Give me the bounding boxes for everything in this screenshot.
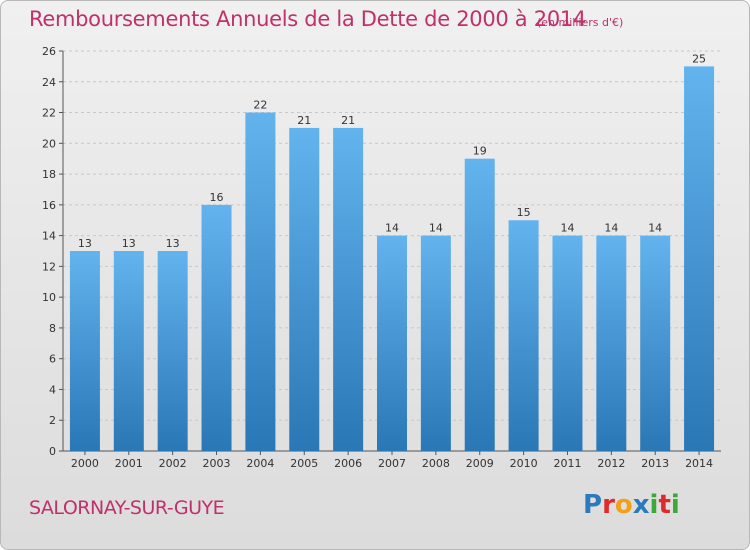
- bar-2007: [377, 235, 407, 451]
- x-tick-label-2003: 2003: [203, 457, 231, 470]
- y-tick-label: 22: [42, 107, 56, 120]
- y-tick-label: 2: [49, 414, 56, 427]
- bar-2009: [464, 158, 495, 451]
- data-label-2006: 21: [341, 114, 355, 127]
- x-tick-label-2000: 2000: [71, 457, 99, 470]
- y-tick-label: 16: [42, 199, 56, 212]
- data-label-2007: 14: [385, 222, 399, 235]
- x-tick-label-2013: 2013: [641, 457, 669, 470]
- y-tick-label: 10: [42, 291, 56, 304]
- logo-letter: o: [614, 490, 633, 520]
- bar-2006: [333, 127, 364, 451]
- x-tick-label-2014: 2014: [685, 457, 713, 470]
- x-tick-label-2007: 2007: [378, 457, 406, 470]
- bar-2003: [201, 204, 232, 451]
- data-label-2002: 13: [166, 237, 180, 250]
- x-tick-label-2004: 2004: [246, 457, 274, 470]
- y-tick-label: 0: [49, 445, 56, 458]
- bar-2004: [245, 112, 276, 452]
- y-tick-label: 6: [49, 353, 56, 366]
- data-labels: 13 13 13 16 22 21 21 14 14 19 15 14 14 14 25: [78, 52, 706, 250]
- x-tick-label-2011: 2011: [553, 457, 581, 470]
- y-tick-label: 14: [42, 230, 56, 243]
- data-label-2012: 14: [604, 222, 618, 235]
- logo-letter: x: [632, 490, 650, 520]
- bar-2013: [640, 235, 671, 451]
- data-label-2013: 14: [648, 222, 662, 235]
- data-label-2011: 14: [560, 222, 574, 235]
- x-tick-label-2008: 2008: [422, 457, 450, 470]
- data-label-2014: 25: [692, 52, 706, 65]
- chart-title: Remboursements Annuels de la Dette de 20…: [29, 7, 586, 31]
- y-tick-label: 18: [42, 168, 56, 181]
- bar-2005: [289, 127, 320, 451]
- y-tick-label: 24: [42, 76, 56, 89]
- data-label-2005: 21: [297, 114, 311, 127]
- y-tick-label: 20: [42, 137, 56, 150]
- city-name: SALORNAY-SUR-GUYE: [29, 497, 225, 519]
- logo-letter: t: [658, 490, 671, 520]
- bar-2010: [508, 220, 539, 451]
- x-tick-label-2005: 2005: [290, 457, 318, 470]
- logo-letter: i: [649, 490, 659, 520]
- bar-2000: [69, 251, 100, 451]
- bar-2008: [420, 235, 451, 451]
- x-tick-label-2012: 2012: [597, 457, 625, 470]
- data-label-2003: 16: [210, 191, 224, 204]
- x-tick-label-2010: 2010: [510, 457, 538, 470]
- x-tick-label-2006: 2006: [334, 457, 362, 470]
- y-tick-label: 26: [42, 45, 56, 58]
- y-tick-label: 8: [49, 322, 56, 335]
- bar-2002: [157, 251, 188, 451]
- bar-2001: [113, 251, 144, 451]
- bar-2011: [552, 235, 583, 451]
- data-label-2010: 15: [517, 206, 531, 219]
- logo-letter: r: [602, 490, 615, 520]
- proxiti-logo: Proxiti: [583, 490, 680, 520]
- chart-unit-label: (en milliers d'€): [537, 16, 624, 29]
- bar-2012: [596, 235, 627, 451]
- y-tick-label: 12: [42, 260, 56, 273]
- logo-letter: P: [583, 490, 603, 520]
- x-tick-label-2002: 2002: [159, 457, 187, 470]
- bars: [69, 66, 715, 452]
- bar-2014: [684, 66, 715, 451]
- data-label-2009: 19: [473, 145, 487, 158]
- data-label-2000: 13: [78, 237, 92, 250]
- data-label-2001: 13: [122, 237, 136, 250]
- y-tick-label: 4: [49, 383, 56, 396]
- x-tick-label-2001: 2001: [115, 457, 143, 470]
- x-tick-label-2009: 2009: [466, 457, 494, 470]
- data-label-2008: 14: [429, 222, 443, 235]
- logo-letter: i: [670, 490, 680, 520]
- data-label-2004: 22: [253, 99, 267, 112]
